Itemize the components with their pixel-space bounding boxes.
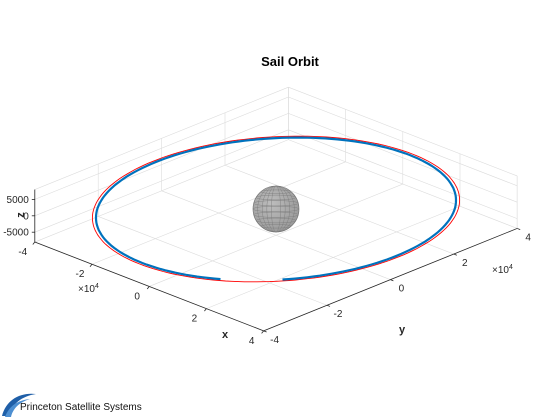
top-edge [34,86,289,190]
x-tick-mark [261,330,264,334]
orbit-series-red [91,135,461,283]
y-tick-label: 2 [462,258,468,269]
x-tick-mark [89,263,93,267]
footer-branding: Princeton Satellite Systems [0,388,200,420]
orbit-series [91,135,461,283]
sphere-parallel [253,211,299,218]
orbit-series-blue [94,136,458,281]
x-tick-mark [32,241,36,245]
sphere-parallel [255,217,297,224]
y-tick-label: 0 [399,284,405,295]
x-tick-label: 4 [249,336,255,347]
floor-gridline-y [224,164,454,255]
back-wall-gridline-z [288,129,518,219]
x-tick-label: 0 [134,291,140,302]
y-axis-label: y [399,324,406,336]
pss-swoosh-logo [2,393,36,417]
x-tick-label: -4 [18,247,27,258]
y-tick-mark [390,279,394,282]
x-tick-mark [146,286,150,290]
y-tick-label: -4 [270,335,279,346]
floor-gridline-y [98,216,328,306]
y-tick-label: 4 [525,232,531,243]
chart-title: Sail Orbit [261,54,319,69]
side-wall-gridline-z [34,113,289,217]
y-tick-mark [263,330,267,333]
back-wall-gridline-z [288,113,518,203]
top-edge [288,86,518,177]
central-body-sphere [252,185,300,233]
floor-gridline-y [161,190,391,280]
sphere-parallel [252,206,300,212]
side-wall-gridline-z [34,129,289,233]
axes-box-edges [31,189,521,334]
y-tick-label: -2 [334,309,343,320]
x-axis-exponent: ×104 [78,283,99,295]
z-tick-label: 5000 [7,195,30,206]
sphere-parallel [255,194,297,201]
x-tick-label: 2 [192,314,198,325]
x-tick-mark [204,308,207,312]
y-tick-mark [453,253,457,256]
side-wall-gridline-z [34,96,289,200]
x-axis-label: x [222,329,229,341]
central-body [252,185,300,233]
z-axis-label: z [15,212,27,218]
sphere-meridian [257,185,295,233]
z-tick-label: 0 [23,211,29,222]
y-tick-mark [326,304,331,307]
y-axis-exponent: ×104 [492,264,513,276]
z-tick-label: -5000 [3,228,29,239]
footer-company-name: Princeton Satellite Systems [20,402,142,413]
floor-gridline-y [288,139,518,229]
sphere-parallel [253,200,299,207]
y-tick-mark [517,228,521,231]
back-wall-gridline-z [288,96,518,187]
sphere-parallel [260,224,292,229]
x-tick-label: -2 [76,269,85,280]
sphere-parallel [260,189,292,194]
axis-tick-labels: -4 -2 0 2 4 -4 -2 0 2 4 5000 0 -5000 [3,195,531,347]
